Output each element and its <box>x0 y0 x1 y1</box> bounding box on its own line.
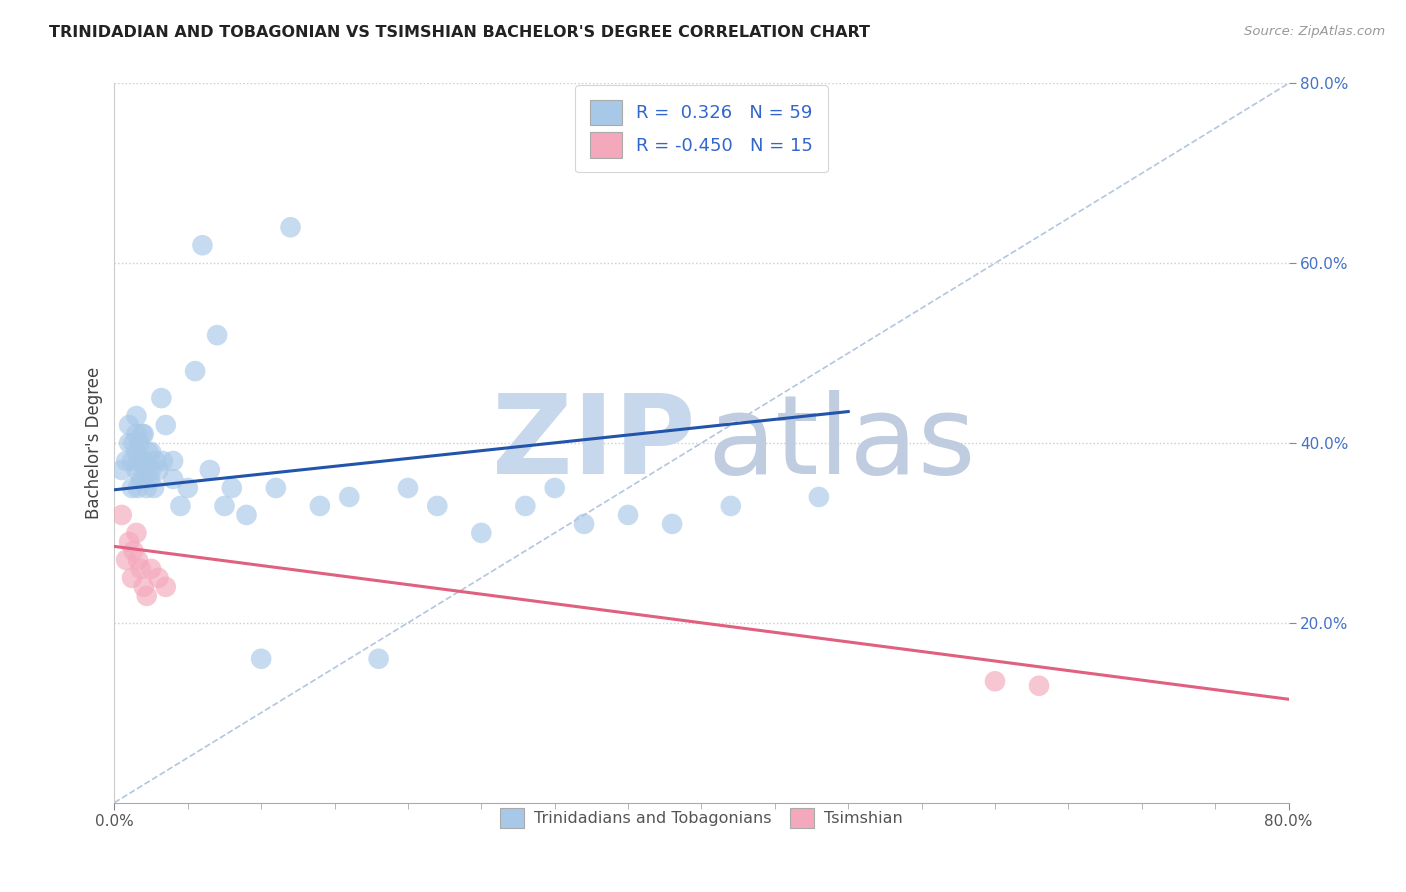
Point <box>280 220 302 235</box>
Text: atlas: atlas <box>707 390 976 497</box>
Point <box>139 445 162 459</box>
Point <box>191 238 214 252</box>
Point <box>125 445 148 459</box>
Point <box>155 418 177 433</box>
Point <box>162 472 184 486</box>
Point <box>155 580 177 594</box>
Point <box>129 454 152 468</box>
Point <box>807 490 830 504</box>
Point <box>162 454 184 468</box>
Point <box>1028 679 1050 693</box>
Point <box>720 499 742 513</box>
Point <box>135 589 157 603</box>
Point <box>135 481 157 495</box>
Point <box>198 463 221 477</box>
Point <box>221 481 243 495</box>
Point <box>131 427 153 442</box>
Point <box>118 418 141 433</box>
Point <box>169 499 191 513</box>
Point <box>205 328 228 343</box>
Point <box>111 508 134 522</box>
Point <box>661 516 683 531</box>
Point <box>214 499 236 513</box>
Point <box>309 499 332 513</box>
Point <box>118 535 141 549</box>
Text: ZIP: ZIP <box>492 390 696 497</box>
Point <box>145 454 167 468</box>
Point <box>125 463 148 477</box>
Point <box>470 525 492 540</box>
Point <box>121 481 143 495</box>
Point <box>118 436 141 450</box>
Point <box>132 580 155 594</box>
Text: TRINIDADIAN AND TOBAGONIAN VS TSIMSHIAN BACHELOR'S DEGREE CORRELATION CHART: TRINIDADIAN AND TOBAGONIAN VS TSIMSHIAN … <box>49 25 870 40</box>
Text: Source: ZipAtlas.com: Source: ZipAtlas.com <box>1244 25 1385 38</box>
Point <box>125 427 148 442</box>
Point <box>132 454 155 468</box>
Point <box>177 481 200 495</box>
Point <box>125 409 148 423</box>
Point <box>139 562 162 576</box>
Point <box>121 571 143 585</box>
Point <box>129 472 152 486</box>
Point <box>132 472 155 486</box>
Point <box>127 481 149 495</box>
Point <box>235 508 257 522</box>
Point <box>150 391 173 405</box>
Point <box>984 674 1007 689</box>
Point <box>152 454 174 468</box>
Point <box>138 472 160 486</box>
Point <box>337 490 360 504</box>
Point <box>426 499 449 513</box>
Point <box>115 553 138 567</box>
Point <box>115 454 138 468</box>
Point <box>129 562 152 576</box>
Point <box>572 516 595 531</box>
Point <box>396 481 419 495</box>
Point <box>127 553 149 567</box>
Point <box>128 436 150 450</box>
Point <box>148 463 170 477</box>
Point <box>127 454 149 468</box>
Y-axis label: Bachelor's Degree: Bachelor's Degree <box>86 367 103 519</box>
Point <box>250 652 273 666</box>
Point <box>135 463 157 477</box>
Point <box>515 499 537 513</box>
Point <box>143 481 166 495</box>
Point <box>139 463 162 477</box>
Point <box>122 436 145 450</box>
Point <box>544 481 567 495</box>
Point <box>184 364 207 378</box>
Point <box>111 463 134 477</box>
Legend: Trinidadians and Tobagonians, Tsimshian: Trinidadians and Tobagonians, Tsimshian <box>494 802 910 834</box>
Point <box>136 445 159 459</box>
Point <box>121 454 143 468</box>
Point <box>617 508 640 522</box>
Point <box>132 427 155 442</box>
Point <box>367 652 389 666</box>
Point <box>122 544 145 558</box>
Point <box>148 571 170 585</box>
Point <box>264 481 287 495</box>
Point <box>125 525 148 540</box>
